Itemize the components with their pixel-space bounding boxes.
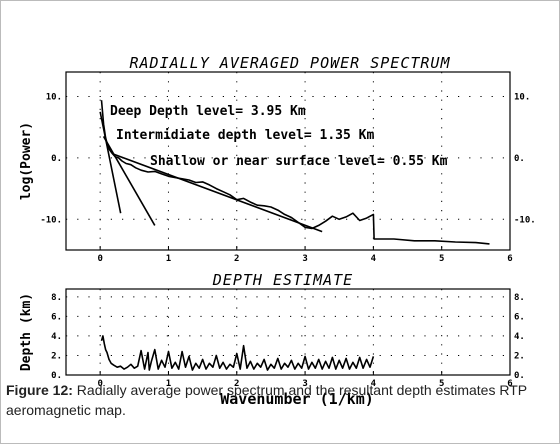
depth-estimate-x-tick-label: 5 (439, 379, 444, 389)
power-spectrum-x-tick-label: 4 (371, 254, 377, 264)
depth-estimate-y-tick-label-right: 6. (514, 312, 525, 322)
power-spectrum-y-axis-label: log(Power) (19, 122, 34, 200)
fit-line-intermediate (102, 136, 156, 226)
depth-estimate-grid (66, 289, 511, 376)
depth-estimate-y-tick-label-left: 6. (51, 312, 62, 322)
depth-estimate-x-tick-label: 0 (97, 379, 102, 389)
depth-estimate-panel: DEPTH ESTIMATE 0 1 2 3 4 5 60. 0.2. 2.4. 4.6. 6.8.… (19, 271, 525, 408)
power-spectrum-data-line (100, 100, 490, 245)
power-spectrum-y-tick-label-right: 10. (514, 93, 530, 103)
depth-estimate-x-axis-label: Wavenumber (1/km) (220, 390, 374, 408)
depth-estimate-x-tick-label: 4 (371, 379, 377, 389)
annotation-shallow-depth: Shallow or near surface level= 0.55 Km (150, 154, 448, 169)
caption-label: Figure 12: (6, 382, 73, 398)
depth-estimate-plot-area (65, 288, 511, 376)
figure-caption: Figure 12: Radially average power spectr… (6, 380, 554, 420)
power-spectrum-x-tick-label: 0 (97, 254, 102, 264)
power-spectrum-plot-area (65, 71, 511, 251)
power-spectrum-y-tick-label-right: 0. (514, 154, 525, 164)
depth-estimate-ticks: 0 1 2 3 4 5 60. 0.2. 2.4. 4.6. 6.8. 8. (51, 293, 525, 389)
depth-estimate-y-axis-label: Depth (km) (19, 293, 34, 371)
depth-estimate-y-tick-label-left: 2. (51, 351, 62, 361)
depth-estimate-y-tick-label-right: 2. (514, 351, 525, 361)
power-spectrum-y-tick-label-left: -10. (40, 215, 62, 225)
power-spectrum-y-tick-label-left: 10. (46, 93, 62, 103)
depth-estimate-y-tick-label-right: 4. (514, 332, 525, 342)
power-spectrum-y-tick-label-right: -10. (514, 215, 536, 225)
power-spectrum-x-tick-label: 3 (302, 254, 307, 264)
depth-estimate-x-tick-label: 2 (234, 379, 239, 389)
depth-estimate-y-tick-label-right: 8. (514, 293, 525, 303)
depth-estimate-y-tick-label-left: 0. (51, 371, 62, 381)
power-spectrum-grid (66, 72, 511, 250)
depth-estimate-y-tick-label-left: 8. (51, 293, 62, 303)
depth-estimate-x-tick-label: 3 (302, 379, 307, 389)
depth-estimate-title: DEPTH ESTIMATE (212, 271, 353, 289)
power-spectrum-series (100, 100, 490, 245)
power-spectrum-x-tick-label: 2 (234, 254, 239, 264)
depth-estimate-series (100, 335, 375, 371)
depth-estimate-y-tick-label-right: 0. (514, 371, 525, 381)
power-spectrum-x-tick-label: 5 (439, 254, 444, 264)
power-spectrum-panel: RADIALLY AVERAGED POWER SPECTRUM 0 1 2 3 4 5 6… (19, 54, 536, 264)
depth-estimate-x-tick-label: 6 (507, 379, 512, 389)
power-spectrum-title: RADIALLY AVERAGED POWER SPECTRUM (130, 54, 451, 72)
power-spectrum-x-tick-label: 1 (166, 254, 171, 264)
annotation-intermediate-depth: Intermidiate depth level= 1.35 Km (116, 128, 374, 143)
depth-estimate-data-line (100, 335, 375, 371)
caption-text: Radially average power spectrum and the … (6, 382, 527, 418)
annotation-deep-depth: Deep Depth level= 3.95 Km (110, 104, 306, 119)
fit-line-shallow (113, 153, 323, 233)
depth-estimate-x-tick-label: 1 (166, 379, 171, 389)
depth-estimate-y-tick-label-left: 4. (51, 332, 62, 342)
power-spectrum-ticks: 0 1 2 3 4 5 6 10. 10. 0. 0. -10. -10. (40, 93, 535, 264)
power-spectrum-y-tick-label-left: 0. (51, 154, 62, 164)
power-spectrum-x-tick-label: 6 (507, 254, 512, 264)
